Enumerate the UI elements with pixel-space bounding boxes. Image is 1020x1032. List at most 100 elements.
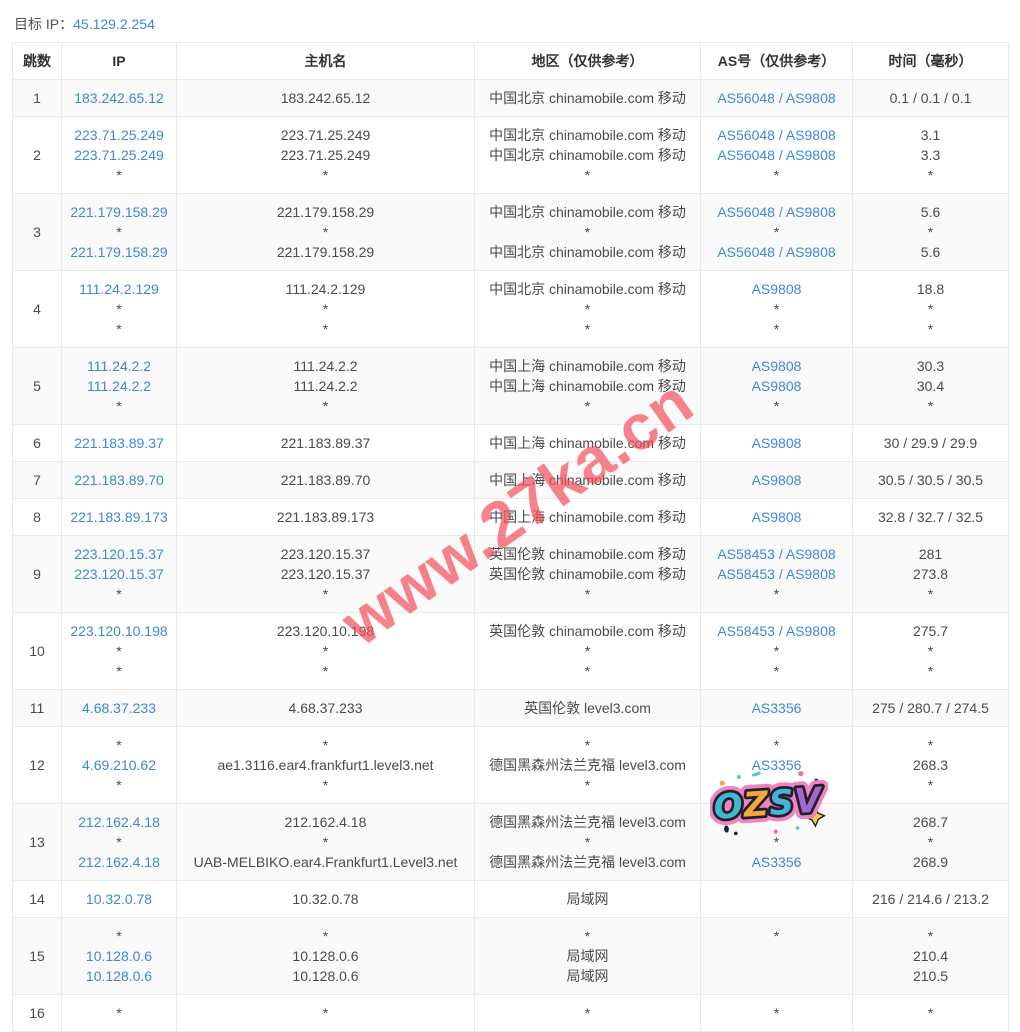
asn-cell: AS9808: [700, 461, 853, 499]
cell-line: AS9808: [705, 376, 848, 396]
ip-link[interactable]: 111.24.2.2: [86, 358, 152, 374]
cell-line: 223.120.10.198: [66, 621, 172, 641]
cell-line: *: [322, 737, 329, 753]
column-header-ip: IP: [61, 42, 177, 80]
ip-link[interactable]: 111.24.2.2: [86, 378, 152, 394]
cell-line: *: [773, 643, 780, 659]
cell-line: *: [927, 643, 934, 659]
cell-line: 4.68.37.233: [66, 698, 172, 718]
cell-line: *: [927, 737, 934, 753]
time-cell: 32.8 / 32.7 / 32.5: [852, 498, 1009, 536]
cell-line: *: [116, 777, 122, 793]
cell-line: 268.3: [912, 757, 949, 773]
cell-line: 221.179.158.29: [276, 204, 375, 220]
cell-line: 221.183.89.37: [280, 435, 371, 451]
ip-link[interactable]: 4.69.210.62: [82, 757, 156, 773]
hostname-cell: 223.71.25.249 223.71.25.249 *: [176, 116, 475, 194]
hostname-cell: 221.183.89.173: [176, 498, 475, 536]
ip-cell: 223.120.15.37 223.120.15.37 *: [61, 535, 177, 613]
hop-cell: 5: [12, 347, 62, 425]
asn-link[interactable]: AS56048 / AS9808: [717, 244, 836, 260]
ip-link[interactable]: 221.183.89.37: [74, 435, 164, 451]
table-row: 10 223.120.10.198 * * 223.120.10.198 * * 英国伦敦 c…: [12, 612, 1009, 690]
asn-link[interactable]: AS3356: [751, 700, 802, 716]
ip-link[interactable]: 221.183.89.70: [74, 472, 164, 488]
ip-cell: 111.24.2.129 * *: [61, 270, 177, 348]
hop-cell: 6: [12, 424, 62, 462]
cell-line: 4.68.37.233: [288, 700, 363, 716]
asn-link[interactable]: AS9808: [751, 378, 802, 394]
cell-line: 221.183.89.173: [276, 509, 375, 525]
ip-link[interactable]: 221.179.158.29: [70, 244, 168, 260]
cell-line: 216 / 214.6 / 213.2: [872, 891, 989, 907]
asn-link[interactable]: AS9808: [751, 435, 802, 451]
ip-link[interactable]: 10.32.0.78: [85, 891, 153, 907]
ip-link[interactable]: 10.128.0.6: [85, 948, 153, 964]
target-ip-link[interactable]: 45.129.2.254: [73, 16, 155, 32]
asn-link[interactable]: AS9808: [751, 509, 802, 525]
asn-link[interactable]: AS3356: [751, 854, 802, 870]
cell-line: 223.71.25.249: [280, 127, 371, 143]
time-cell: 30.5 / 30.5 / 30.5: [852, 461, 1009, 499]
asn-link[interactable]: AS9808: [751, 472, 802, 488]
ip-link[interactable]: 212.162.4.18: [78, 854, 160, 870]
cell-line: [705, 889, 848, 909]
table-row: 2 223.71.25.249 223.71.25.249 * 223.71.25.24…: [12, 116, 1009, 194]
time-cell: *: [852, 994, 1009, 1032]
cell-line: *: [116, 167, 122, 183]
cell-line: *: [773, 167, 780, 183]
asn-cell: * AS3356: [700, 726, 853, 804]
cell-line: *: [322, 663, 329, 679]
asn-link[interactable]: AS56048 / AS9808: [717, 204, 836, 220]
table-row: 9 223.120.15.37 223.120.15.37 * 223.120.15.3…: [12, 535, 1009, 613]
cell-line: 32.8 / 32.7 / 32.5: [877, 509, 984, 525]
asn-link[interactable]: AS9808: [751, 281, 802, 297]
asn-link[interactable]: AS9808: [751, 358, 802, 374]
cell-line: 局域网: [566, 891, 609, 907]
cell-line: *: [927, 834, 934, 850]
target-ip-line: 目标 IP：45.129.2.254: [0, 0, 1020, 34]
asn-link[interactable]: AS58453 / AS9808: [717, 566, 836, 582]
asn-link[interactable]: AS56048 / AS9808: [717, 127, 836, 143]
ip-link[interactable]: 223.120.15.37: [74, 566, 164, 582]
cell-line: AS56048 / AS9808: [705, 125, 848, 145]
hostname-cell: 223.120.10.198 * *: [176, 612, 475, 690]
asn-link[interactable]: AS56048 / AS9808: [717, 90, 836, 106]
region-cell: 中国北京 chinamobile.com 移动: [474, 79, 701, 117]
ip-link[interactable]: 111.24.2.129: [79, 281, 159, 297]
ip-link[interactable]: 221.183.89.173: [70, 509, 168, 525]
ip-link[interactable]: 223.71.25.249: [74, 147, 164, 163]
cell-line: 30.3: [916, 358, 945, 374]
table-row: 16 * * * * *: [12, 994, 1009, 1032]
ip-link[interactable]: 221.179.158.29: [70, 204, 168, 220]
cell-line: AS9808: [705, 279, 848, 299]
table-row: 14 10.32.0.78 10.32.0.78 局域网 216 / 214.6 / …: [12, 880, 1009, 918]
ip-link[interactable]: 183.242.65.12: [74, 90, 164, 106]
cell-line: 10.128.0.6: [66, 946, 172, 966]
asn-link[interactable]: AS56048 / AS9808: [717, 147, 836, 163]
ip-cell: 221.183.89.173: [61, 498, 177, 536]
asn-link[interactable]: AS3356: [751, 757, 802, 773]
cell-line: *: [927, 301, 934, 317]
ip-link[interactable]: 212.162.4.18: [78, 814, 160, 830]
ip-link[interactable]: 223.120.10.198: [70, 623, 168, 639]
time-cell: 216 / 214.6 / 213.2: [852, 880, 1009, 918]
cell-line: UAB-MELBIKO.ear4.Frankfurt1.Level3.net: [193, 854, 458, 870]
asn-link[interactable]: AS58453 / AS9808: [717, 623, 836, 639]
asn-link[interactable]: AS58453 / AS9808: [717, 546, 836, 562]
ip-link[interactable]: 223.71.25.249: [74, 127, 164, 143]
cell-line: AS58453 / AS9808: [705, 564, 848, 584]
ip-link[interactable]: 10.128.0.6: [85, 968, 153, 984]
ip-link[interactable]: 4.68.37.233: [82, 700, 156, 716]
cell-line: 223.71.25.249: [66, 145, 172, 165]
cell-line: *: [116, 928, 122, 944]
ip-link[interactable]: 223.120.15.37: [74, 546, 164, 562]
column-header-time: 时间（毫秒）: [852, 42, 1009, 80]
cell-line: 223.120.15.37: [280, 546, 371, 562]
cell-line: *: [322, 224, 329, 240]
cell-line: 221.179.158.29: [66, 242, 172, 262]
hop-cell: 11: [12, 689, 62, 727]
cell-line: *: [584, 167, 591, 183]
hop-cell: 3: [12, 193, 62, 271]
table-row: 13 212.162.4.18 * 212.162.4.18 212.162.4.18 *…: [12, 803, 1009, 881]
